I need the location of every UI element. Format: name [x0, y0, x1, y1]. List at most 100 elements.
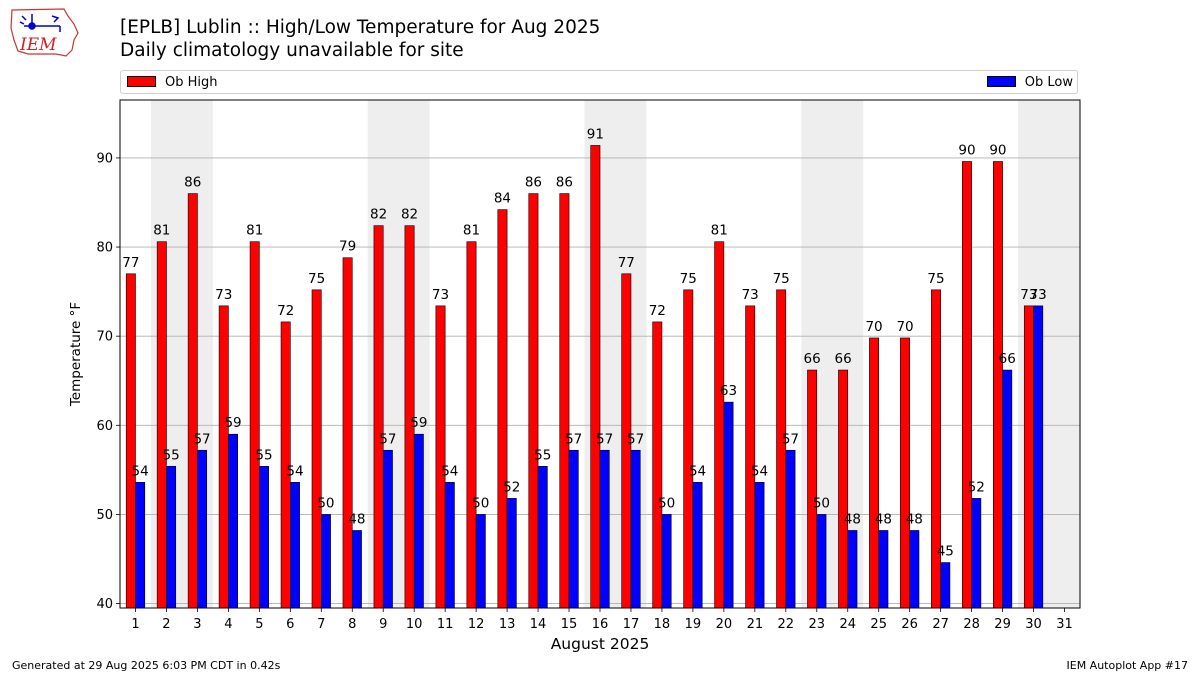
data-label-low-20: 63 — [720, 383, 737, 399]
bar-high-9 — [373, 225, 384, 609]
data-label-low-27: 45 — [937, 544, 954, 560]
bar-high-23 — [807, 369, 818, 609]
data-label-high-11: 73 — [432, 287, 449, 303]
xtick-label-12: 12 — [468, 617, 485, 632]
data-label-high-5: 81 — [246, 223, 263, 239]
logo-text: IEM — [19, 35, 57, 55]
iem-logo: IEM — [10, 8, 79, 57]
data-label-high-27: 75 — [927, 271, 944, 287]
xtick-label-19: 19 — [685, 617, 702, 632]
xtick-label-10: 10 — [406, 617, 423, 632]
data-label-high-24: 66 — [835, 351, 852, 367]
bar-low-20 — [723, 401, 734, 609]
data-label-high-9: 82 — [370, 207, 387, 223]
bar-high-7 — [311, 289, 322, 609]
bar-high-14 — [528, 193, 539, 609]
data-label-high-10: 82 — [401, 207, 418, 223]
data-label-high-30: 73 — [1020, 287, 1037, 303]
x-axis-label: August 2025 — [551, 635, 650, 653]
ytick-label-80: 80 — [96, 241, 113, 256]
bar-high-25 — [869, 337, 880, 609]
xtick-label-8: 8 — [348, 617, 356, 632]
ytick-label-40: 40 — [96, 597, 113, 612]
data-label-high-26: 70 — [896, 319, 913, 335]
legend: Ob High Ob Low — [120, 70, 1078, 94]
data-label-high-25: 70 — [865, 319, 882, 335]
xtick-label-16: 16 — [592, 617, 609, 632]
bar-high-30 — [1023, 305, 1034, 609]
bar-high-13 — [497, 209, 508, 609]
data-label-high-2: 81 — [153, 223, 170, 239]
bar-high-2 — [156, 241, 167, 609]
data-label-low-12: 50 — [472, 495, 489, 511]
legend-label-high: Ob High — [165, 75, 218, 90]
data-label-low-2: 55 — [163, 447, 180, 463]
bar-low-24 — [847, 530, 858, 609]
ytick-label-50: 50 — [96, 508, 113, 523]
bar-high-21 — [745, 305, 756, 609]
bar-high-22 — [776, 289, 787, 609]
ytick-label-70: 70 — [96, 330, 113, 345]
footer-app: IEM Autoplot App #17 — [1066, 659, 1189, 672]
data-label-high-23: 66 — [804, 351, 821, 367]
chart-subtitle: Daily climatology unavailable for site — [120, 40, 464, 61]
data-label-high-6: 72 — [277, 303, 294, 319]
data-label-high-15: 86 — [556, 175, 573, 191]
bar-low-25 — [878, 530, 889, 609]
data-label-high-7: 75 — [308, 271, 325, 287]
bar-low-12 — [475, 514, 486, 609]
xtick-label-11: 11 — [437, 617, 454, 632]
chart-title: [EPLB] Lublin :: High/Low Temperature fo… — [120, 17, 601, 38]
xtick-label-6: 6 — [286, 617, 294, 632]
bar-high-28 — [962, 161, 972, 609]
data-label-low-5: 55 — [255, 447, 272, 463]
bar-high-18 — [652, 321, 663, 609]
xtick-label-7: 7 — [317, 617, 325, 632]
xtick-label-9: 9 — [379, 617, 387, 632]
data-label-low-22: 57 — [782, 431, 799, 447]
data-label-low-18: 50 — [658, 495, 675, 511]
data-label-low-10: 59 — [410, 415, 427, 431]
data-label-high-1: 77 — [122, 255, 139, 271]
data-label-low-7: 50 — [317, 495, 334, 511]
legend-swatch-low — [986, 76, 1016, 87]
data-label-high-22: 75 — [773, 271, 790, 287]
data-label-low-9: 57 — [379, 431, 396, 447]
data-label-high-8: 79 — [339, 239, 356, 255]
data-label-low-26: 48 — [906, 511, 923, 527]
data-label-low-6: 54 — [286, 463, 303, 479]
data-label-low-21: 54 — [751, 463, 768, 479]
bar-high-19 — [683, 289, 694, 609]
legend-item-low: Ob Low — [986, 75, 1073, 90]
plot-frame — [119, 99, 1081, 609]
xtick-label-17: 17 — [623, 617, 640, 632]
data-label-high-21: 73 — [742, 287, 759, 303]
bar-low-28 — [971, 498, 982, 609]
bar-low-14 — [537, 465, 548, 609]
bar-low-5 — [259, 465, 269, 609]
bar-low-6 — [290, 482, 300, 609]
bar-low-13 — [506, 498, 517, 609]
bar-high-12 — [466, 241, 477, 609]
ytick-label-90: 90 — [96, 151, 113, 166]
legend-label-low: Ob Low — [1024, 75, 1073, 90]
bar-low-11 — [444, 482, 455, 609]
xtick-label-4: 4 — [224, 617, 232, 632]
bar-high-15 — [559, 193, 570, 609]
bar-low-18 — [661, 514, 672, 609]
bar-low-26 — [909, 530, 920, 609]
xtick-label-28: 28 — [963, 617, 980, 632]
data-label-high-14: 86 — [525, 175, 542, 191]
data-label-low-4: 59 — [224, 415, 241, 431]
data-label-low-1: 54 — [132, 463, 149, 479]
data-label-low-23: 50 — [813, 495, 830, 511]
data-label-low-25: 48 — [875, 511, 892, 527]
legend-item-high: Ob High — [127, 75, 218, 90]
weather-station-icon — [19, 14, 61, 32]
xtick-label-25: 25 — [870, 617, 887, 632]
bar-high-8 — [342, 257, 353, 609]
data-label-low-13: 52 — [503, 479, 520, 495]
data-label-low-16: 57 — [596, 431, 613, 447]
xtick-label-1: 1 — [131, 617, 139, 632]
